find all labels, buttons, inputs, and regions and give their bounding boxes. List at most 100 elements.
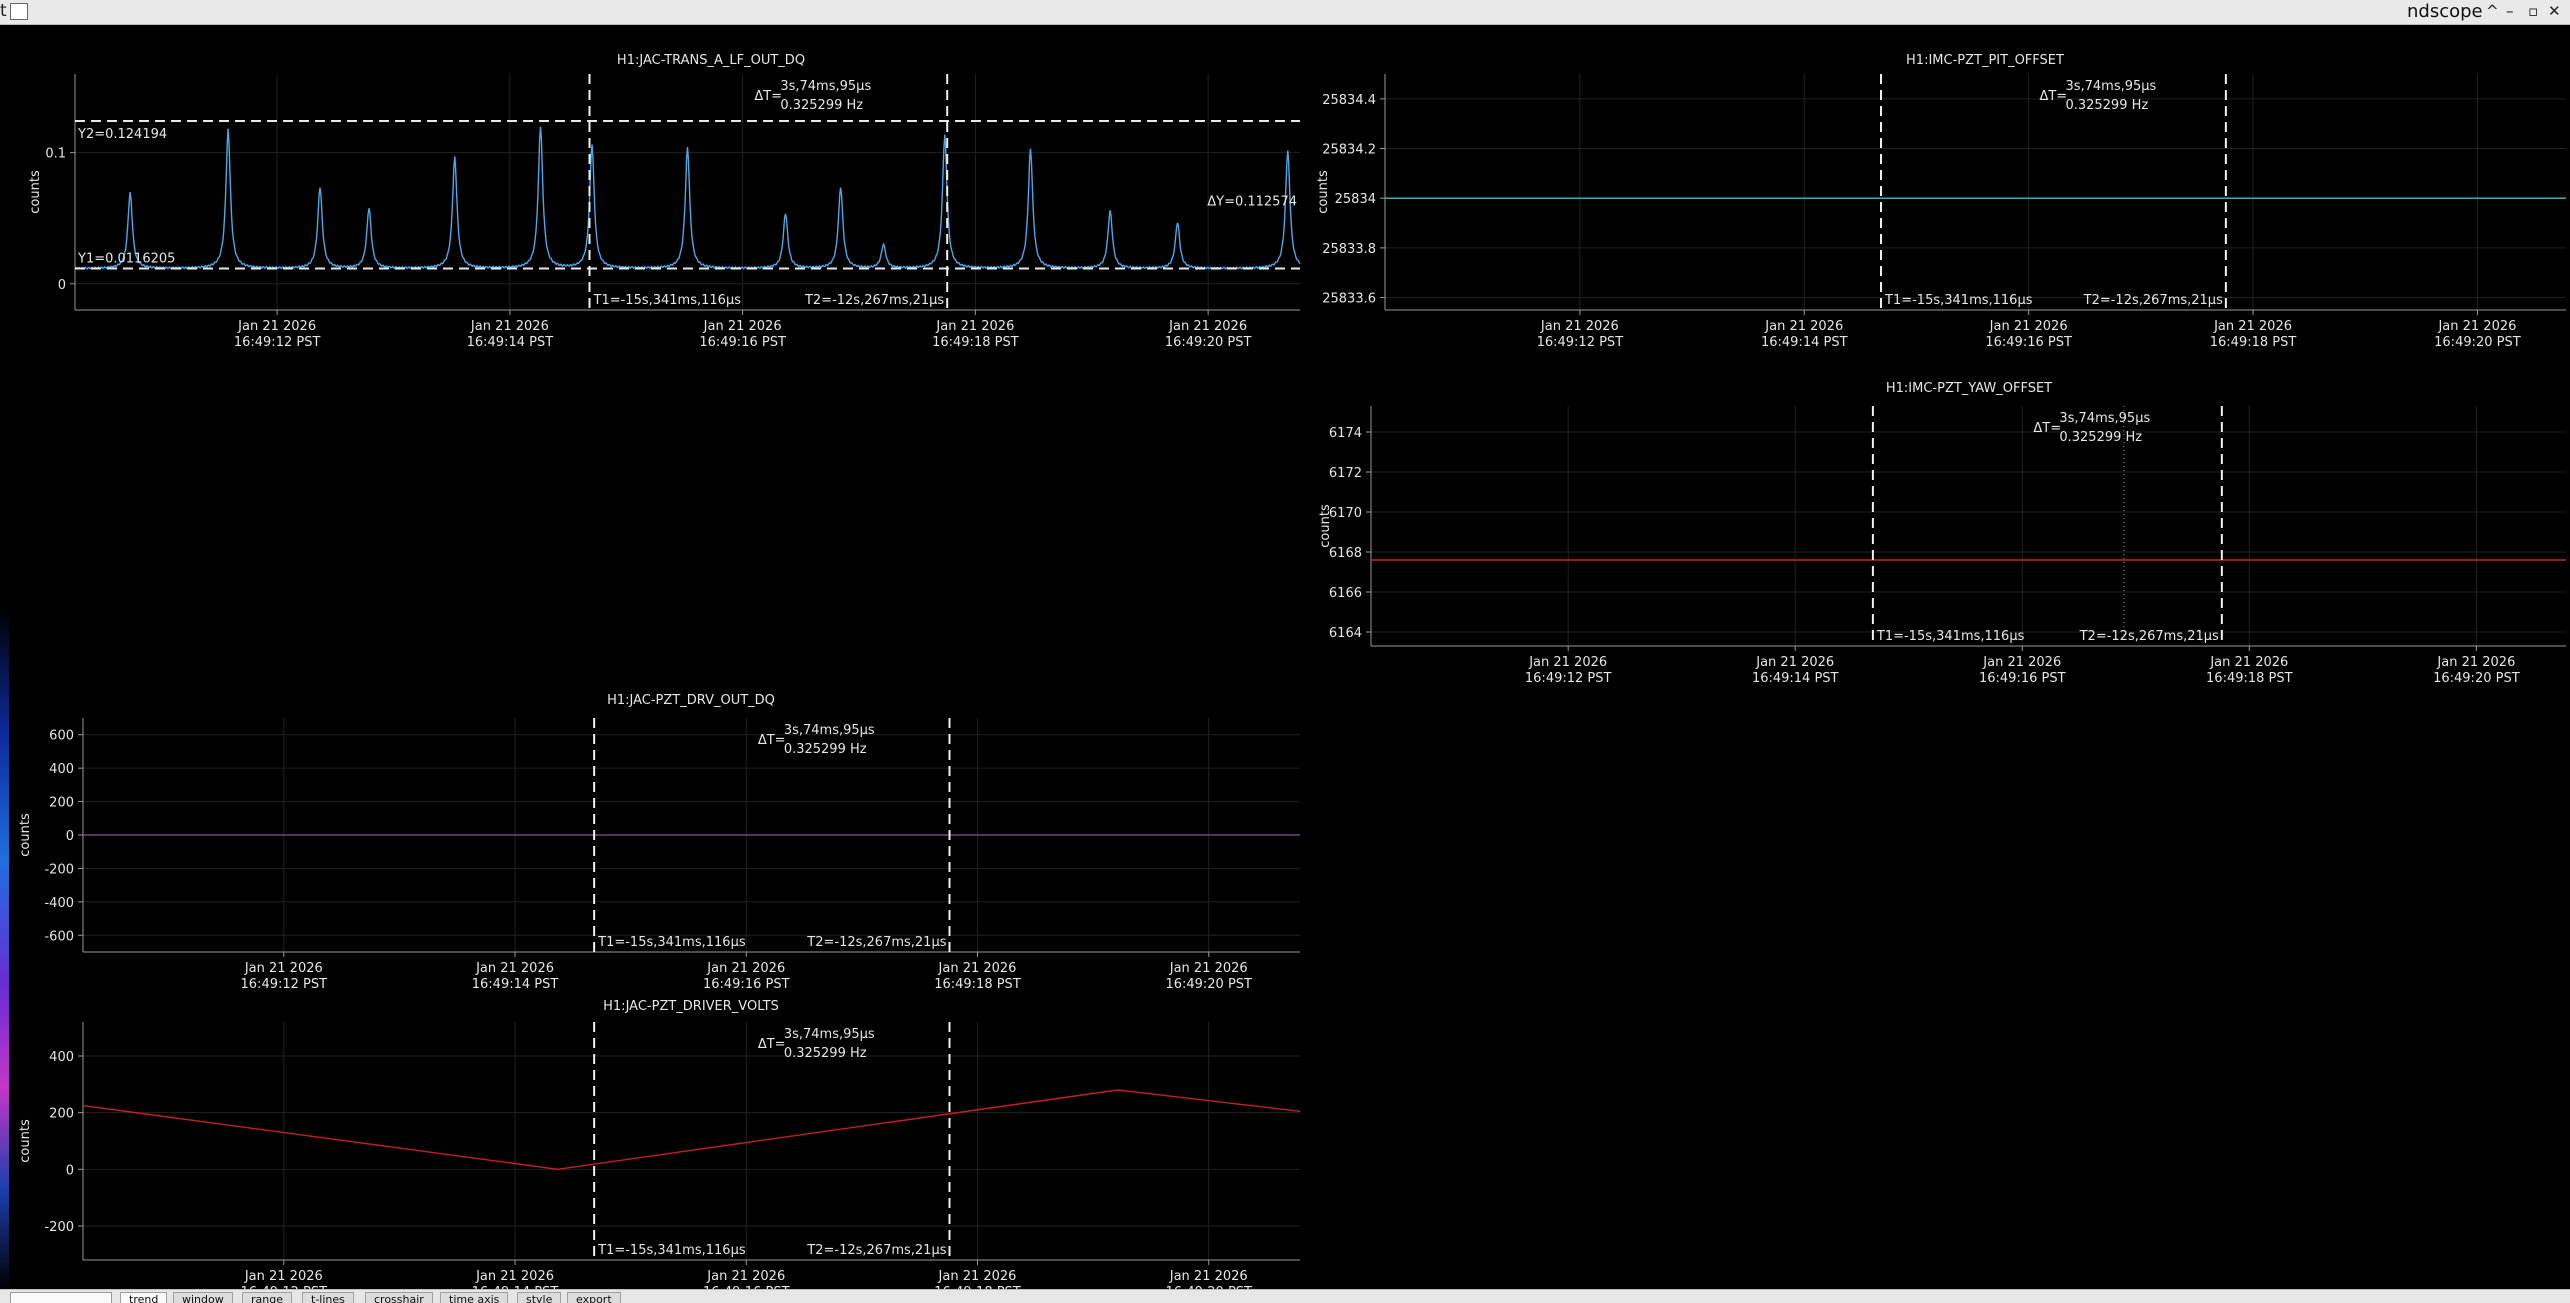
plot-svg-yaw[interactable]: H1:IMC-PZT_YAW_OFFSET 6164 6166 6168 6170 617… [1311,346,2570,686]
x-tick-time: 16:49:16 PST [699,335,786,350]
x-tick-time: 16:49:12 PST [234,335,321,350]
title-bar: t ndscope ^ – ▫ ✕ [0,0,2570,25]
y-tick-label: 6168 [1329,546,1362,561]
plot-svg-pit[interactable]: H1:IMC-PZT_PIT_OFFSET 25833.6 25833.8 25834… [1311,26,2570,350]
y-tick-label: 25833.8 [1322,242,1376,257]
x-tick-time: 16:49:18 PST [932,335,1019,350]
x-tick-date: Jan 21 2026 [1528,655,1607,670]
plot-title: H1:JAC-TRANS_A_LF_OUT_DQ [617,53,805,68]
cursor-dt-label: ΔT= [2033,421,2061,436]
plot-trans-a-lf[interactable]: H1:JAC-TRANS_A_LF_OUT_DQ 0 0.1 counts Jan 21… [11,26,1311,350]
tab-export[interactable]: export [567,1292,621,1303]
plot-pzt-drv-out[interactable]: H1:JAC-PZT_DRV_OUT_DQ -600 -400 -200 0 200 400… [11,666,1311,992]
x-tick-date: Jan 21 2026 [938,961,1017,976]
title-left-glyph: t [0,1,7,21]
cursor-dt-value: 3s,74ms,95µs [784,723,875,738]
cursor-dt-label: ΔT= [758,1037,786,1052]
cursor-dt-value: 3s,74ms,95µs [2065,79,2156,94]
app-icon [10,3,28,20]
x-tick-time: 16:49:14 PST [1752,671,1839,686]
y-tick-label: 6166 [1329,586,1362,601]
x-tick-date: Jan 21 2026 [244,961,323,976]
cursor-dt-label: ΔT= [2039,89,2067,104]
cursor-t2-label: T2=-12s,267ms,21µs [2079,629,2219,644]
x-tick-time: 16:49:14 PST [467,335,554,350]
cursor-t1-label: T1=-15s,341ms,116µs [1876,629,2025,644]
cursor-t1-label: T1=-15s,341ms,116µs [593,293,742,308]
desktop-edge [0,25,9,1290]
cursor-t1-label: T1=-15s,341ms,116µs [597,935,746,950]
y-tick-label: 0 [66,1163,74,1178]
x-tick-date: Jan 21 2026 [244,1269,323,1284]
tab-t-lines[interactable]: t-lines [302,1292,354,1303]
x-tick-time: 16:49:16 PST [703,977,790,992]
x-tick-date: Jan 21 2026 [1169,961,1248,976]
minimize-button[interactable]: – [2506,2,2514,20]
cursor-dt-value: 3s,74ms,95µs [2059,411,2150,426]
x-tick-date: Jan 21 2026 [1982,655,2061,670]
cursor-t2-label: T2=-12s,267ms,21µs [2083,293,2223,308]
y-tick-label: -200 [44,1220,74,1235]
close-button[interactable]: ✕ [2548,2,2561,20]
x-tick-time: 16:49:20 PST [1165,977,1252,992]
y-tick-label: 25834 [1335,192,1376,207]
x-tick-time: 16:49:12 PST [1525,671,1612,686]
plot-title: H1:JAC-PZT_DRV_OUT_DQ [607,693,775,708]
tab-bar-field[interactable] [10,1292,112,1303]
x-tick-date: Jan 21 2026 [1540,319,1619,334]
x-tick-time: 16:49:14 PST [1761,335,1848,350]
y-tick-label: 400 [49,762,74,777]
y-tick-label: 0 [66,829,74,844]
maximize-button[interactable]: ▫ [2528,2,2539,20]
window-title: ndscope [2407,1,2483,22]
y-axis-label: counts [1318,504,1333,548]
cursor-t2-label: T2=-12s,267ms,21µs [806,1243,946,1258]
x-tick-date: Jan 21 2026 [2437,319,2516,334]
y-tick-label: 6174 [1329,426,1362,441]
plot-pzt-driver-volts[interactable]: H1:JAC-PZT_DRIVER_VOLTS -200 0 200 400 counts… [11,976,1311,1300]
x-tick-date: Jan 21 2026 [2436,655,2515,670]
x-tick-time: 16:49:18 PST [2206,671,2293,686]
plot-pzt-pit-offset[interactable]: H1:IMC-PZT_PIT_OFFSET 25833.6 25833.8 25834… [1311,26,2570,350]
cursor-t2-label: T2=-12s,267ms,21µs [804,293,944,308]
cursor-t1-label: T1=-15s,341ms,116µs [597,1243,746,1258]
x-tick-time: 16:49:18 PST [934,977,1021,992]
cursor-dt-label: ΔT= [754,89,782,104]
shade-button[interactable]: ^ [2486,2,2499,20]
plot-area: H1:JAC-TRANS_A_LF_OUT_DQ 0 0.1 counts Jan 21… [11,26,2570,1300]
cursor-dt-freq: 0.325299 Hz [2059,430,2142,445]
x-tick-date: Jan 21 2026 [1168,319,1247,334]
cursor-dt-value: 3s,74ms,95µs [784,1027,875,1042]
tab-crosshair[interactable]: crosshair [365,1292,433,1303]
tab-style[interactable]: style [517,1292,562,1303]
y-tick-label: 0.1 [45,147,66,162]
y-tick-label: 200 [49,796,74,811]
x-tick-date: Jan 21 2026 [703,319,782,334]
x-tick-time: 16:49:20 PST [2433,671,2520,686]
y-tick-label: 400 [49,1050,74,1065]
x-tick-date: Jan 21 2026 [475,961,554,976]
y-axis-label: counts [28,170,43,214]
plot-svg-drv[interactable]: H1:JAC-PZT_DRV_OUT_DQ -600 -400 -200 0 200 400… [11,666,1311,992]
y-tick-label: 25833.6 [1322,292,1376,307]
x-tick-date: Jan 21 2026 [1764,319,1843,334]
tab-window[interactable]: window [173,1292,233,1303]
x-tick-time: 16:49:12 PST [241,977,328,992]
tab-range[interactable]: range [242,1292,292,1303]
x-tick-time: 16:49:16 PST [1985,335,2072,350]
x-tick-time: 16:49:16 PST [1979,671,2066,686]
tab-trend[interactable]: trend [120,1292,168,1303]
cursor-dt-freq: 0.325299 Hz [780,98,863,113]
cursor-t2-label: T2=-12s,267ms,21µs [806,935,946,950]
cursor-dy-label: ΔY=0.112574 [1207,195,1297,210]
plot-title: H1:IMC-PZT_PIT_OFFSET [1906,53,2064,68]
x-tick-date: Jan 21 2026 [2209,655,2288,670]
tab-time-axis[interactable]: time axis [440,1292,509,1303]
x-tick-date: Jan 21 2026 [1989,319,2068,334]
cursor-dt-value: 3s,74ms,95µs [780,79,871,94]
x-tick-date: Jan 21 2026 [938,1269,1017,1284]
plot-svg-volts[interactable]: H1:JAC-PZT_DRIVER_VOLTS -200 0 200 400 counts… [11,976,1311,1300]
tab-bar: trend window range t-lines crosshair time axi… [0,1289,2570,1303]
plot-pzt-yaw-offset[interactable]: H1:IMC-PZT_YAW_OFFSET 6164 6166 6168 6170 617… [1311,346,2570,686]
